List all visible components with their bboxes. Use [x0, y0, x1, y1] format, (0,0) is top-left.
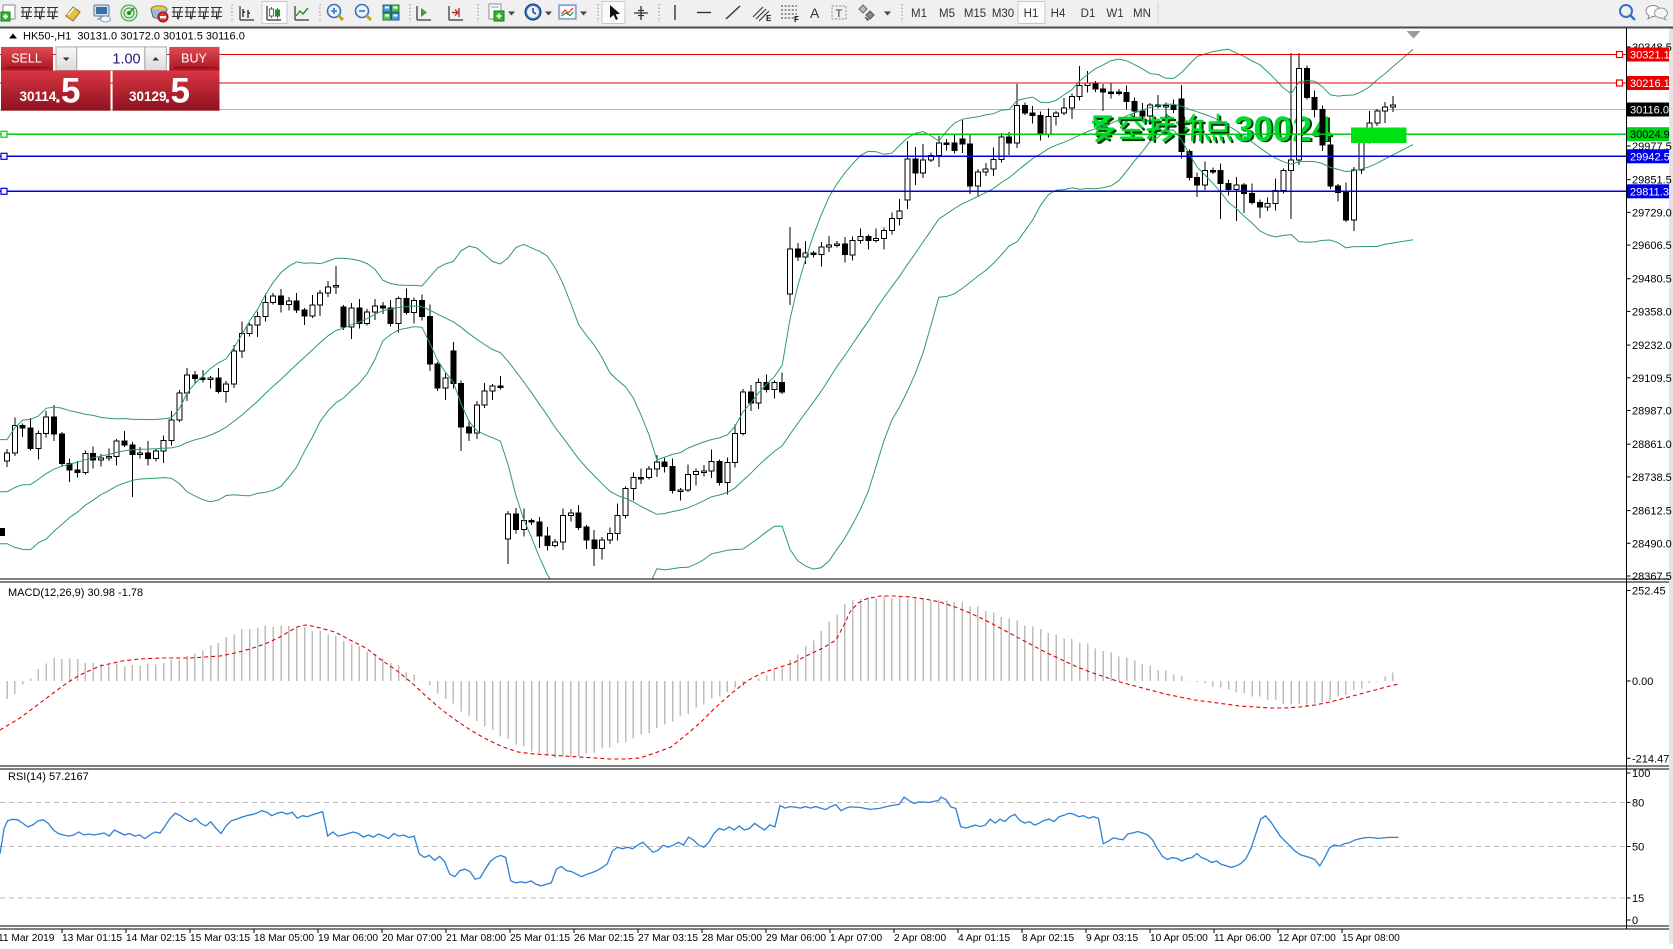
svg-text:4 Apr 01:15: 4 Apr 01:15 — [958, 933, 1010, 944]
svg-text:11 Apr 06:00: 11 Apr 06:00 — [1214, 933, 1271, 944]
svg-text:21 Mar 08:00: 21 Mar 08:00 — [446, 933, 506, 944]
svg-text:25 Mar 01:15: 25 Mar 01:15 — [510, 933, 570, 944]
svg-text:W1: W1 — [1106, 8, 1123, 20]
svg-text:29606.5: 29606.5 — [1632, 240, 1672, 252]
svg-text:MACD(12,26,9) 30.98 -1.78: MACD(12,26,9) 30.98 -1.78 — [8, 587, 143, 599]
svg-text:28490.0: 28490.0 — [1632, 538, 1672, 550]
svg-text:29480.5: 29480.5 — [1632, 274, 1672, 286]
svg-text:D1: D1 — [1081, 8, 1096, 20]
svg-text:13 Mar 01:15: 13 Mar 01:15 — [62, 933, 122, 944]
svg-text:29358.0: 29358.0 — [1632, 306, 1672, 318]
svg-text:H4: H4 — [1051, 8, 1066, 20]
svg-text:15: 15 — [1632, 893, 1644, 905]
svg-text:20 Mar 07:00: 20 Mar 07:00 — [382, 933, 442, 944]
svg-text:1.00: 1.00 — [112, 52, 140, 68]
svg-text:28738.5: 28738.5 — [1632, 472, 1672, 484]
svg-text:-214.47: -214.47 — [1632, 753, 1669, 765]
svg-text:9 Apr 03:15: 9 Apr 03:15 — [1086, 933, 1138, 944]
svg-text:30024: 30024 — [1234, 110, 1332, 149]
svg-text:28987.0: 28987.0 — [1632, 406, 1672, 418]
svg-text:29811.3: 29811.3 — [1630, 186, 1669, 198]
svg-text:SELL: SELL — [11, 52, 42, 66]
svg-text:29232.0: 29232.0 — [1632, 340, 1672, 352]
svg-text:M15: M15 — [964, 8, 986, 20]
svg-text:RSI(14) 57.2167: RSI(14) 57.2167 — [8, 771, 89, 783]
svg-text:H1: H1 — [1024, 8, 1039, 20]
svg-text:2 Apr 08:00: 2 Apr 08:00 — [894, 933, 946, 944]
svg-text:28 Mar 05:00: 28 Mar 05:00 — [702, 933, 762, 944]
svg-text:M1: M1 — [911, 8, 927, 20]
svg-text:.: . — [165, 85, 171, 108]
svg-text:14 Mar 02:15: 14 Mar 02:15 — [126, 933, 186, 944]
svg-text:MN: MN — [1133, 8, 1151, 20]
svg-text:30114: 30114 — [20, 89, 57, 104]
svg-text:E: E — [766, 14, 772, 23]
svg-text:26 Mar 02:15: 26 Mar 02:15 — [574, 933, 634, 944]
svg-text:11 Mar 2019: 11 Mar 2019 — [0, 933, 55, 944]
svg-text:50: 50 — [1632, 842, 1644, 854]
svg-text:29 Mar 06:00: 29 Mar 06:00 — [766, 933, 826, 944]
svg-text:15 Apr 08:00: 15 Apr 08:00 — [1342, 933, 1400, 944]
svg-text:BUY: BUY — [181, 52, 207, 66]
svg-text:8 Apr 02:15: 8 Apr 02:15 — [1022, 933, 1074, 944]
svg-text:10 Apr 05:00: 10 Apr 05:00 — [1150, 933, 1208, 944]
svg-text:252.45: 252.45 — [1632, 586, 1666, 598]
svg-text:30129: 30129 — [129, 89, 167, 104]
svg-text:15 Mar 03:15: 15 Mar 03:15 — [190, 933, 250, 944]
svg-text:80: 80 — [1632, 797, 1644, 809]
svg-text:M30: M30 — [992, 8, 1014, 20]
svg-text:28612.5: 28612.5 — [1632, 506, 1672, 518]
svg-text:0: 0 — [1632, 915, 1638, 927]
svg-text:29729.0: 29729.0 — [1632, 207, 1672, 219]
svg-text:29109.5: 29109.5 — [1632, 373, 1672, 385]
svg-text:28861.0: 28861.0 — [1632, 439, 1672, 451]
svg-text:0.00: 0.00 — [1632, 676, 1653, 688]
svg-text:30116.0: 30116.0 — [1630, 105, 1669, 117]
svg-text:29942.5: 29942.5 — [1630, 151, 1670, 163]
svg-text:F: F — [794, 15, 799, 24]
svg-text:30024: 30024 — [1236, 111, 1334, 150]
svg-text:100: 100 — [1632, 768, 1650, 780]
svg-text:.: . — [55, 85, 61, 108]
svg-text:HK50-,H1 30131.0 30172.0 3010: HK50-,H1 30131.0 30172.0 30101.5 30116.0 — [23, 31, 245, 43]
svg-text:30321.1: 30321.1 — [1630, 50, 1670, 62]
svg-text:T: T — [836, 8, 843, 20]
svg-text:1 Apr 07:00: 1 Apr 07:00 — [830, 933, 882, 944]
svg-text:27 Mar 03:15: 27 Mar 03:15 — [638, 933, 698, 944]
svg-text:28367.5: 28367.5 — [1632, 571, 1672, 583]
svg-text:19 Mar 06:00: 19 Mar 06:00 — [318, 933, 378, 944]
svg-text:5: 5 — [171, 72, 190, 111]
svg-text:30024.9: 30024.9 — [1630, 129, 1670, 141]
svg-text:12 Apr 07:00: 12 Apr 07:00 — [1278, 933, 1336, 944]
svg-text:18 Mar 05:00: 18 Mar 05:00 — [254, 933, 314, 944]
svg-text:M5: M5 — [939, 8, 955, 20]
svg-text:29851.5: 29851.5 — [1632, 175, 1672, 187]
svg-text:30216.1: 30216.1 — [1630, 78, 1670, 90]
svg-text:A: A — [810, 5, 820, 21]
svg-text:5: 5 — [61, 72, 80, 111]
